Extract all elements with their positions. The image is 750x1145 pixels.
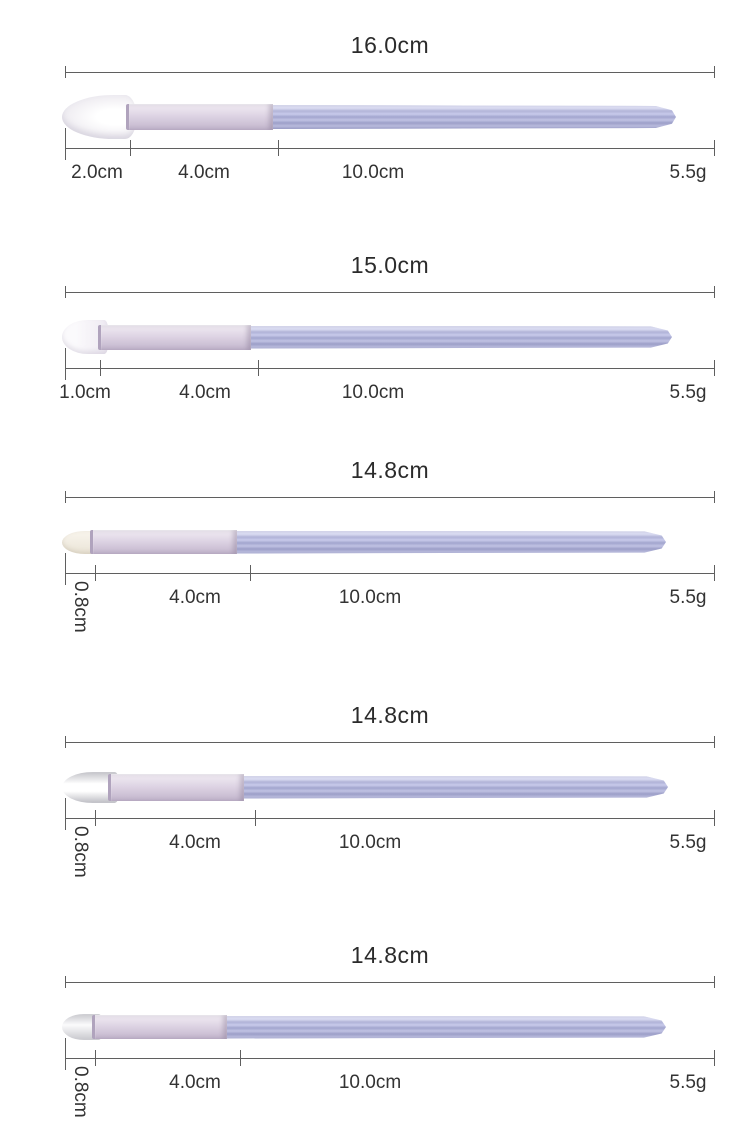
ferrule-length-label: 4.0cm (179, 382, 231, 403)
brush-illustration (62, 764, 668, 810)
dimension-tick (714, 565, 715, 581)
dimension-tick (714, 140, 715, 156)
brush-illustration (62, 94, 676, 140)
total-length-label: 14.8cm (350, 457, 430, 483)
weight-label: 5.5g (669, 382, 707, 403)
dimension-line (65, 497, 715, 498)
bristle-length-label: 0.8cm (70, 581, 91, 633)
dimension-tick (714, 1050, 715, 1066)
dimension-tick (65, 976, 66, 988)
dimension-tick (65, 128, 66, 160)
bristle-length-label: 0.8cm (70, 826, 91, 878)
total-length-dimension-line (65, 491, 715, 503)
dimension-tick (130, 140, 131, 156)
total-length-label: 15.0cm (350, 252, 430, 278)
dimension-line (65, 292, 715, 293)
dimension-tick (714, 491, 715, 503)
dimension-tick (714, 736, 715, 748)
weight-label: 5.5g (669, 832, 707, 853)
brush-spec-row: 15.0cm 1.0cm 4.0cm 10.0cm 5.5g (0, 230, 750, 455)
dimension-tick (65, 553, 66, 585)
brush-handle (250, 325, 672, 349)
ferrule-length-label: 4.0cm (169, 587, 221, 608)
dimension-line (65, 573, 715, 574)
total-length-label: 14.8cm (350, 942, 430, 968)
dimension-tick (714, 66, 715, 78)
dimension-tick (255, 810, 256, 826)
brush-ferrule (108, 773, 244, 801)
total-length-dimension-line (65, 736, 715, 748)
dimension-line (65, 148, 715, 149)
segment-dimension-line (65, 128, 715, 160)
brush-illustration (62, 314, 672, 360)
brush-ferrule (126, 104, 273, 130)
dimension-tick (65, 286, 66, 298)
brush-handle (226, 1015, 666, 1039)
ferrule-length-label: 4.0cm (169, 1072, 221, 1093)
ferrule-length-label: 4.0cm (178, 162, 230, 183)
total-length-dimension-line (65, 66, 715, 78)
dimension-line (65, 368, 715, 369)
segment-dimension-line (65, 553, 715, 585)
dimension-tick (714, 286, 715, 298)
brush-handle (272, 105, 676, 129)
brush-handle (236, 530, 666, 554)
handle-length-label: 10.0cm (338, 832, 402, 853)
bristle-length-label: 1.0cm (59, 382, 111, 403)
brush-ferrule (92, 1015, 227, 1039)
dimension-tick (714, 360, 715, 376)
dimension-tick (65, 1038, 66, 1070)
dimension-tick (65, 491, 66, 503)
bristle-length-label: 2.0cm (71, 162, 123, 183)
dimension-line (65, 982, 715, 983)
brush-handle (243, 775, 668, 799)
dimension-tick (95, 810, 96, 826)
dimension-line (65, 818, 715, 819)
dimension-tick (95, 565, 96, 581)
bristle-length-label: 0.8cm (70, 1066, 91, 1118)
segment-dimension-line (65, 1038, 715, 1070)
total-length-label: 14.8cm (350, 702, 430, 728)
handle-length-label: 10.0cm (341, 162, 405, 183)
segment-dimension-line (65, 348, 715, 380)
dimension-tick (65, 798, 66, 830)
handle-length-label: 10.0cm (341, 382, 405, 403)
dimension-tick (65, 66, 66, 78)
dimension-line (65, 72, 715, 73)
total-length-label: 16.0cm (350, 32, 430, 58)
brush-spec-row: 16.0cm 2.0cm 4.0cm 10.0cm 5.5g (0, 10, 750, 235)
dimension-tick (714, 810, 715, 826)
dimension-line (65, 742, 715, 743)
weight-label: 5.5g (669, 162, 707, 183)
segment-dimension-line (65, 798, 715, 830)
dimension-tick (278, 140, 279, 156)
dimension-tick (65, 736, 66, 748)
weight-label: 5.5g (669, 587, 707, 608)
weight-label: 5.5g (669, 1072, 707, 1093)
brush-spec-row: 14.8cm 0.8cm 4.0cm 10.0cm 5.5g (0, 680, 750, 905)
brush-spec-row: 14.8cm 0.8cm 4.0cm 10.0cm 5.5g (0, 435, 750, 660)
brush-illustration (62, 519, 666, 565)
brush-spec-row: 14.8cm 0.8cm 4.0cm 10.0cm 5.5g (0, 920, 750, 1145)
handle-length-label: 10.0cm (338, 1072, 402, 1093)
total-length-dimension-line (65, 976, 715, 988)
dimension-tick (65, 348, 66, 380)
total-length-dimension-line (65, 286, 715, 298)
dimension-tick (714, 976, 715, 988)
brush-ferrule (98, 324, 251, 350)
dimension-tick (95, 1050, 96, 1066)
fluffy-tapered-powder-brush-bristles (62, 95, 136, 139)
dimension-tick (240, 1050, 241, 1066)
ferrule-length-label: 4.0cm (169, 832, 221, 853)
dimension-line (65, 1058, 715, 1059)
brush-ferrule (90, 530, 237, 554)
brush-illustration (62, 1004, 666, 1050)
dimension-tick (258, 360, 259, 376)
dimension-tick (100, 360, 101, 376)
handle-length-label: 10.0cm (338, 587, 402, 608)
dimension-tick (250, 565, 251, 581)
